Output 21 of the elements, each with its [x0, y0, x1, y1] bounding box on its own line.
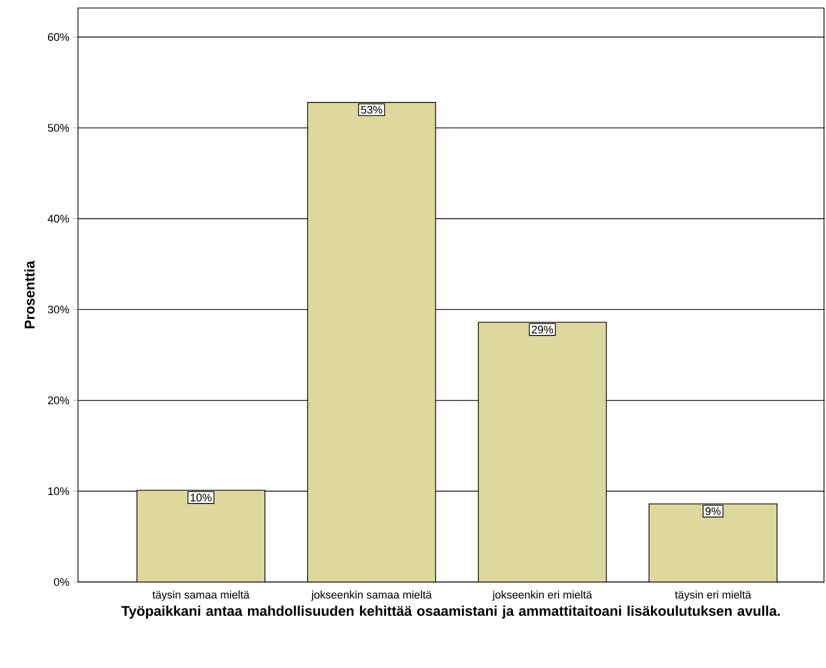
bar [648, 503, 778, 582]
x-tick-label: jokseenkin eri mieltä [492, 590, 592, 601]
data-label: 9% [706, 507, 721, 516]
y-tick-label: 40% [48, 214, 70, 223]
data-label: 29% [532, 326, 553, 334]
x-tick-label: jokseenkin samaa mieltä [311, 590, 432, 601]
data-label: 53% [361, 106, 382, 114]
y-tick-label: 0% [54, 578, 70, 586]
y-tick-label: 20% [48, 396, 70, 404]
y-tick-label: 50% [48, 124, 70, 132]
x-tick-label: täysin eri mieltä [675, 590, 752, 601]
x-tick-label: täysin samaa mieltä [152, 590, 250, 601]
bar [307, 102, 436, 582]
y-tick-label: 10% [48, 487, 70, 496]
y-tick-label: 60% [48, 33, 70, 41]
data-label: 10% [190, 494, 212, 502]
x-axis-title: Työpaikkani antaa mahdollisuuden kehittää osaamistani ja ammattitaitoani lisäkoulutuksen avulla. [121, 606, 780, 619]
bar [478, 322, 607, 582]
y-axis-title: Prosenttia [24, 260, 35, 328]
bar [136, 490, 266, 582]
y-tick-label: 30% [48, 306, 70, 314]
